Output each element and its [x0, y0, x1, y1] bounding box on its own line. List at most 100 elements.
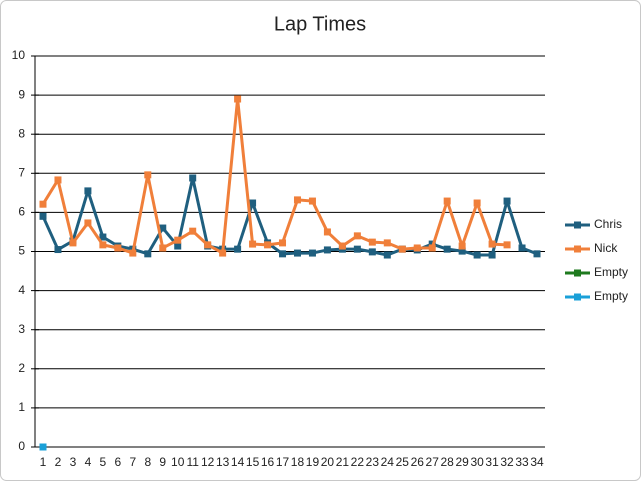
data-point	[458, 242, 466, 250]
x-tick-label: 3	[70, 455, 77, 469]
data-point	[249, 199, 257, 207]
data-point	[174, 242, 182, 250]
data-point	[323, 228, 331, 236]
y-tick-label: 2	[18, 361, 25, 375]
x-tick-label: 8	[144, 455, 151, 469]
data-point	[279, 239, 287, 247]
y-tick-label: 4	[18, 283, 25, 297]
data-point	[129, 249, 137, 257]
data-point	[533, 250, 541, 258]
x-tick-label: 28	[441, 455, 455, 469]
x-tick-label: 6	[115, 455, 122, 469]
data-point	[368, 238, 376, 246]
y-tick-label: 0	[18, 439, 25, 453]
x-tick-label: 20	[321, 455, 335, 469]
data-point	[308, 249, 316, 257]
data-point	[114, 244, 122, 252]
x-tick-label: 27	[426, 455, 440, 469]
y-tick-label: 9	[18, 87, 25, 101]
data-point	[219, 249, 227, 257]
x-tick-label: 31	[485, 455, 499, 469]
chart-title: Lap Times	[274, 13, 366, 35]
data-point	[39, 200, 47, 208]
x-tick-label: 7	[129, 455, 136, 469]
x-tick-label: 1	[40, 455, 47, 469]
data-point	[159, 244, 167, 252]
data-point	[144, 171, 152, 179]
legend-label: Nick	[594, 241, 618, 255]
data-point	[264, 241, 272, 249]
data-point	[443, 197, 451, 205]
x-tick-label: 5	[100, 455, 107, 469]
x-tick-label: 26	[411, 455, 425, 469]
data-point	[473, 251, 481, 259]
x-tick-label: 34	[530, 455, 544, 469]
x-tick-label: 13	[216, 455, 230, 469]
data-point	[69, 239, 77, 247]
x-tick-label: 30	[470, 455, 484, 469]
y-tick-label: 10	[12, 48, 26, 62]
data-point	[323, 246, 331, 254]
data-point	[54, 176, 62, 184]
data-point	[189, 174, 197, 182]
x-tick-label: 15	[246, 455, 260, 469]
data-point	[54, 246, 62, 254]
x-tick-label: 22	[351, 455, 365, 469]
y-tick-label: 6	[18, 205, 25, 219]
data-point	[503, 197, 511, 205]
x-tick-label: 11	[186, 455, 199, 469]
x-tick-label: 19	[306, 455, 320, 469]
data-point	[473, 199, 481, 207]
data-point	[293, 196, 301, 204]
data-point	[398, 245, 406, 253]
data-point	[144, 250, 152, 258]
y-tick-label: 1	[18, 400, 25, 414]
data-point	[353, 232, 361, 240]
series-line	[41, 176, 538, 257]
data-point	[443, 245, 451, 253]
data-point	[428, 244, 436, 252]
x-tick-label: 24	[381, 455, 395, 469]
data-point	[39, 212, 47, 220]
x-tick-label: 16	[261, 455, 275, 469]
data-point	[368, 248, 376, 256]
x-tick-label: 32	[500, 455, 514, 469]
data-point	[249, 240, 257, 248]
data-point	[518, 244, 526, 252]
data-point	[84, 187, 92, 195]
data-point	[383, 239, 391, 247]
legend-marker	[574, 269, 581, 277]
y-tick-label: 8	[18, 126, 25, 140]
data-point	[293, 249, 301, 257]
data-point	[308, 197, 316, 205]
data-point	[234, 245, 242, 253]
x-tick-label: 29	[455, 455, 469, 469]
x-tick-label: 17	[276, 455, 290, 469]
x-tick-label: 23	[366, 455, 380, 469]
data-point	[488, 240, 496, 248]
legend-label: Empty	[594, 265, 628, 279]
y-tick-label: 7	[18, 165, 25, 179]
data-point	[279, 250, 287, 258]
legend-marker	[574, 293, 581, 301]
legend-marker	[574, 221, 581, 229]
data-point	[189, 227, 197, 235]
data-point	[234, 95, 242, 103]
x-tick-label: 14	[231, 455, 245, 469]
x-tick-label: 2	[55, 455, 62, 469]
data-point	[99, 233, 107, 241]
x-tick-label: 12	[201, 455, 215, 469]
data-point	[458, 247, 466, 255]
data-point	[338, 242, 346, 250]
data-point	[39, 443, 47, 451]
x-tick-label: 33	[515, 455, 529, 469]
data-point	[488, 251, 496, 259]
data-point	[383, 251, 391, 259]
x-tick-label: 18	[291, 455, 305, 469]
x-tick-label: 21	[336, 455, 350, 469]
data-point	[84, 219, 92, 227]
x-tick-label: 10	[171, 455, 185, 469]
y-tick-label: 5	[18, 244, 25, 258]
x-tick-label: 9	[159, 455, 166, 469]
